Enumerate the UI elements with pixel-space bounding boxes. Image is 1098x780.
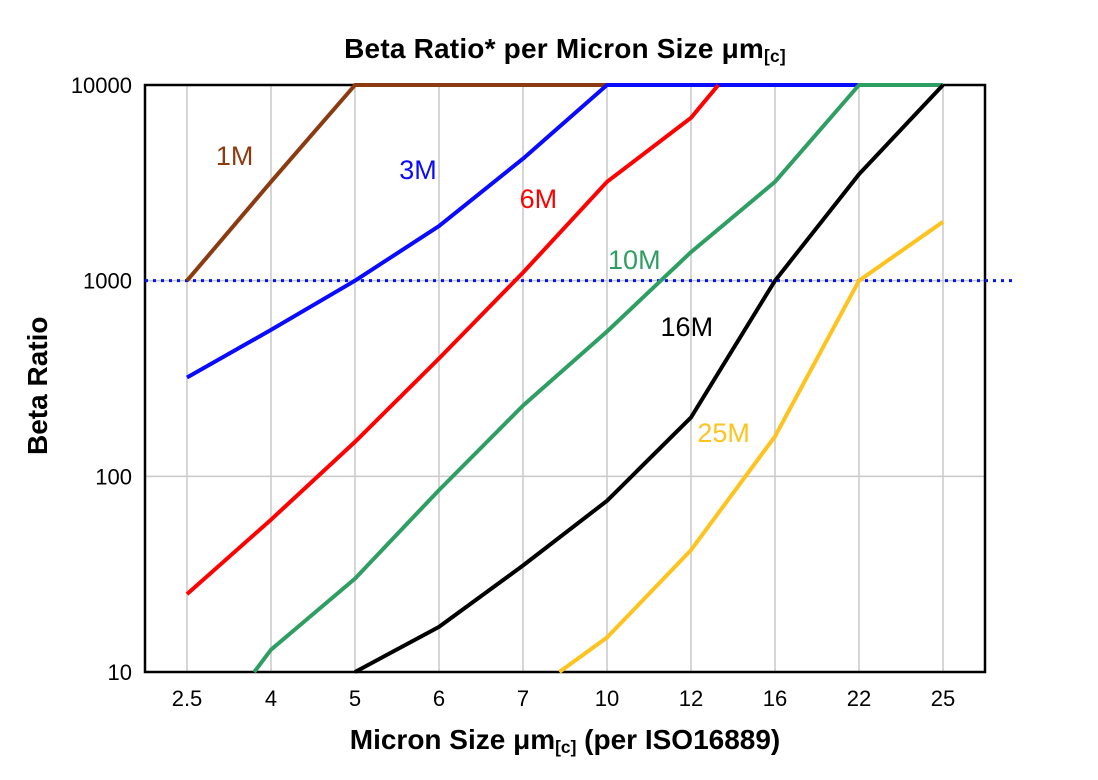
series-label-16M: 16M [661,312,714,342]
series-line-10M [252,83,943,674]
x-axis-title: Micron Size μm[c] (per ISO16889) [145,724,985,758]
x-axis-title-subscript: [c] [555,736,577,757]
series-label-3M: 3M [399,155,437,185]
series-line-25M [558,220,945,674]
x-axis-title-suffix: (per ISO16889) [576,724,781,755]
x-tick-label-25: 25 [931,686,955,711]
y-axis-title: Beta Ratio [22,316,53,455]
x-axis-title-text: Micron Size μm [349,724,556,755]
y-tick-label-10: 10 [108,660,132,685]
x-tick-label-22: 22 [847,686,871,711]
chart-title: Beta Ratio* per Micron Size μm[c] [145,33,985,67]
y-tick-label-100: 100 [95,464,132,489]
y-tick-label-10000: 10000 [71,73,132,98]
series-line-6M [185,83,720,596]
series-label-1M: 1M [216,141,254,171]
x-tick-label-2.5: 2.5 [172,686,203,711]
series-label-6M: 6M [520,184,558,214]
chart-title-text: Beta Ratio* per Micron Size μm [344,33,765,64]
x-tick-label-5: 5 [349,686,361,711]
series-line-3M [186,83,859,380]
x-tick-label-4: 4 [265,686,277,711]
y-tick-label-1000: 1000 [83,269,132,294]
series-line-1M [185,83,607,282]
chart-title-subscript: [c] [764,45,786,66]
x-tick-label-7: 7 [517,686,529,711]
x-tick-label-10: 10 [595,686,619,711]
x-tick-label-16: 16 [763,686,787,711]
series-line-16M [354,83,945,674]
x-tick-label-12: 12 [679,686,703,711]
series-label-25M: 25M [697,418,750,448]
series-label-10M: 10M [608,245,661,275]
x-tick-label-6: 6 [433,686,445,711]
